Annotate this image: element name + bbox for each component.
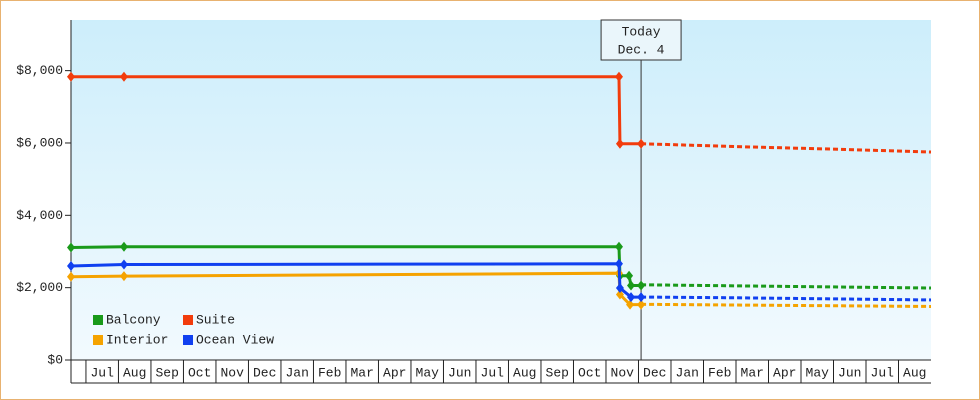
y-tick-label: $6,000 — [16, 135, 63, 150]
legend-label: Suite — [196, 312, 235, 327]
x-tick-label: Nov — [221, 365, 245, 380]
point — [67, 271, 75, 282]
legend-swatch — [183, 335, 193, 345]
x-tick-label: Jan — [286, 365, 309, 380]
point — [67, 242, 75, 253]
point — [637, 292, 646, 303]
legend-label: Ocean View — [196, 332, 274, 347]
y-tick-label: $4,000 — [16, 208, 63, 223]
point — [119, 259, 128, 270]
point — [614, 241, 623, 252]
point — [627, 280, 636, 291]
point — [615, 283, 624, 294]
legend-label: Balcony — [106, 312, 161, 327]
x-tick-label: Jun — [838, 365, 861, 380]
forecast-line — [641, 295, 932, 302]
forecast-line — [641, 283, 932, 290]
point — [67, 260, 75, 271]
x-tick-label: Jul — [871, 365, 895, 380]
legend-label: Interior — [106, 332, 168, 347]
x-tick-label: Jul — [90, 365, 114, 380]
y-tick-label: $8,000 — [16, 63, 63, 78]
point — [637, 280, 646, 291]
today-label: Today — [622, 24, 661, 39]
legend-swatch — [93, 335, 103, 345]
x-tick-label: Jan — [676, 365, 699, 380]
point — [119, 241, 128, 252]
point — [625, 270, 634, 281]
x-tick-label: Apr — [773, 365, 796, 380]
x-tick-label: Oct — [578, 365, 601, 380]
x-tick-label: Mar — [351, 365, 374, 380]
today-label: Dec. 4 — [618, 42, 665, 57]
point — [614, 258, 623, 269]
point — [637, 138, 646, 149]
point — [626, 299, 635, 310]
x-tick-label: Dec — [643, 365, 666, 380]
legend-swatch — [93, 315, 103, 325]
x-tick-label: Feb — [318, 365, 341, 380]
x-tick-label: Feb — [708, 365, 731, 380]
x-tick-label: May — [416, 365, 440, 380]
x-tick-label: Apr — [383, 365, 406, 380]
point — [615, 289, 624, 300]
x-tick-label: Nov — [611, 365, 635, 380]
x-tick-label: Oct — [188, 365, 211, 380]
x-tick-label: Jul — [481, 365, 505, 380]
forecast-line — [641, 142, 932, 154]
x-tick-label: Aug — [513, 365, 536, 380]
x-tick-label: Dec — [253, 365, 276, 380]
legend-swatch — [183, 315, 193, 325]
x-tick-label: Sep — [546, 365, 569, 380]
point — [637, 299, 646, 310]
x-tick-label: Aug — [123, 365, 146, 380]
point — [119, 71, 128, 82]
point — [627, 292, 636, 303]
forecast-line — [641, 302, 932, 308]
x-tick-label: Jun — [448, 365, 471, 380]
x-tick-label: Mar — [741, 365, 764, 380]
plot-area — [71, 20, 931, 360]
point — [614, 71, 623, 82]
x-tick-label: Sep — [156, 365, 179, 380]
point — [615, 138, 624, 149]
x-tick-label: Aug — [903, 365, 926, 380]
point — [119, 271, 128, 282]
today-box — [600, 19, 682, 61]
y-tick-label: $2,000 — [16, 280, 63, 295]
x-tick-label: May — [806, 365, 830, 380]
y-tick-label: $0 — [47, 352, 63, 367]
point — [67, 71, 75, 82]
